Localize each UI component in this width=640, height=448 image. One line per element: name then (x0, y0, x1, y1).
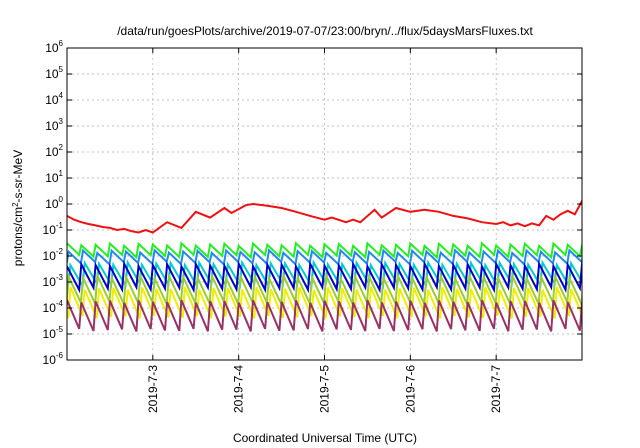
y-tick-base: 10 (45, 145, 59, 159)
y-tick-label: 100 (45, 195, 63, 211)
x-tick-label: 2019-7-3 (146, 365, 160, 413)
y-tick-label: 102 (45, 143, 63, 159)
y-tick-exponent: 1 (59, 169, 64, 178)
y-tick-label: 104 (45, 91, 63, 107)
x-tick-label: 2019-7-5 (318, 365, 332, 413)
y-tick-label: 106 (45, 39, 63, 55)
y-tick-exponent: -6 (56, 351, 64, 360)
chart-title: /data/run/goesPlots/archive/2019-07-07/2… (117, 24, 533, 38)
y-tick-exponent: 4 (59, 91, 64, 100)
y-tick-base: 10 (43, 275, 57, 289)
y-tick-base: 10 (43, 223, 57, 237)
y-tick-exponent: -3 (56, 273, 64, 282)
y-tick-base: 10 (45, 93, 59, 107)
x-axis-ticks: 2019-7-3 2019-7-4 2019-7-5 2019-7-6 2019-7-7 (146, 48, 503, 413)
flux-series-line (67, 286, 582, 319)
y-tick-label: 10-2 (43, 247, 64, 263)
flux-series-line (67, 260, 582, 294)
x-tick-label: 2019-7-7 (489, 365, 503, 413)
y-tick-exponent: -2 (56, 247, 64, 256)
flux-series-line (67, 271, 582, 308)
y-tick-label: 10-4 (43, 299, 64, 315)
y-tick-label: 101 (45, 169, 63, 185)
y-axis-label-sup: 2 (11, 202, 20, 207)
y-tick-label: 105 (45, 65, 63, 81)
y-tick-base: 10 (43, 301, 57, 315)
y-tick-exponent: 2 (59, 143, 64, 152)
y-tick-label: 10-3 (43, 273, 64, 289)
flux-series-line (67, 248, 582, 267)
y-tick-base: 10 (45, 67, 59, 81)
flux-series-line (67, 299, 582, 332)
y-tick-base: 10 (43, 249, 57, 263)
x-tick-label: 2019-7-6 (403, 365, 417, 413)
y-tick-label: 10-6 (43, 351, 64, 367)
y-axis-label: protons/cm2-s-sr-MeV (11, 150, 26, 266)
y-tick-exponent: 3 (59, 117, 64, 126)
y-axis-label-base: protons/cm (11, 207, 25, 266)
y-axis-ticks: 10-610-510-410-310-210-11001011021031041… (43, 39, 582, 367)
y-tick-exponent: 6 (59, 39, 64, 48)
x-axis-label: Coordinated Universal Time (UTC) (233, 431, 417, 445)
flux-series-line (67, 241, 582, 260)
y-axis-label-rest: -s-sr-MeV (11, 150, 25, 203)
y-tick-exponent: 5 (59, 65, 64, 74)
y-tick-base: 10 (43, 327, 57, 341)
y-tick-base: 10 (43, 353, 57, 367)
y-tick-label: 10-5 (43, 325, 64, 341)
y-tick-label: 10-1 (43, 221, 64, 237)
y-tick-exponent: -4 (56, 299, 64, 308)
x-tick-label: 2019-7-4 (232, 365, 246, 413)
y-tick-base: 10 (45, 41, 59, 55)
y-tick-exponent: 0 (59, 195, 64, 204)
y-tick-label: 103 (45, 117, 63, 133)
y-tick-base: 10 (45, 197, 59, 211)
flux-series-line (67, 259, 582, 290)
y-tick-exponent: -5 (56, 325, 64, 334)
red-flux-series-line (67, 199, 582, 234)
series-lines (67, 199, 582, 332)
y-tick-exponent: -1 (56, 221, 64, 230)
y-tick-base: 10 (45, 171, 59, 185)
y-tick-base: 10 (45, 119, 59, 133)
